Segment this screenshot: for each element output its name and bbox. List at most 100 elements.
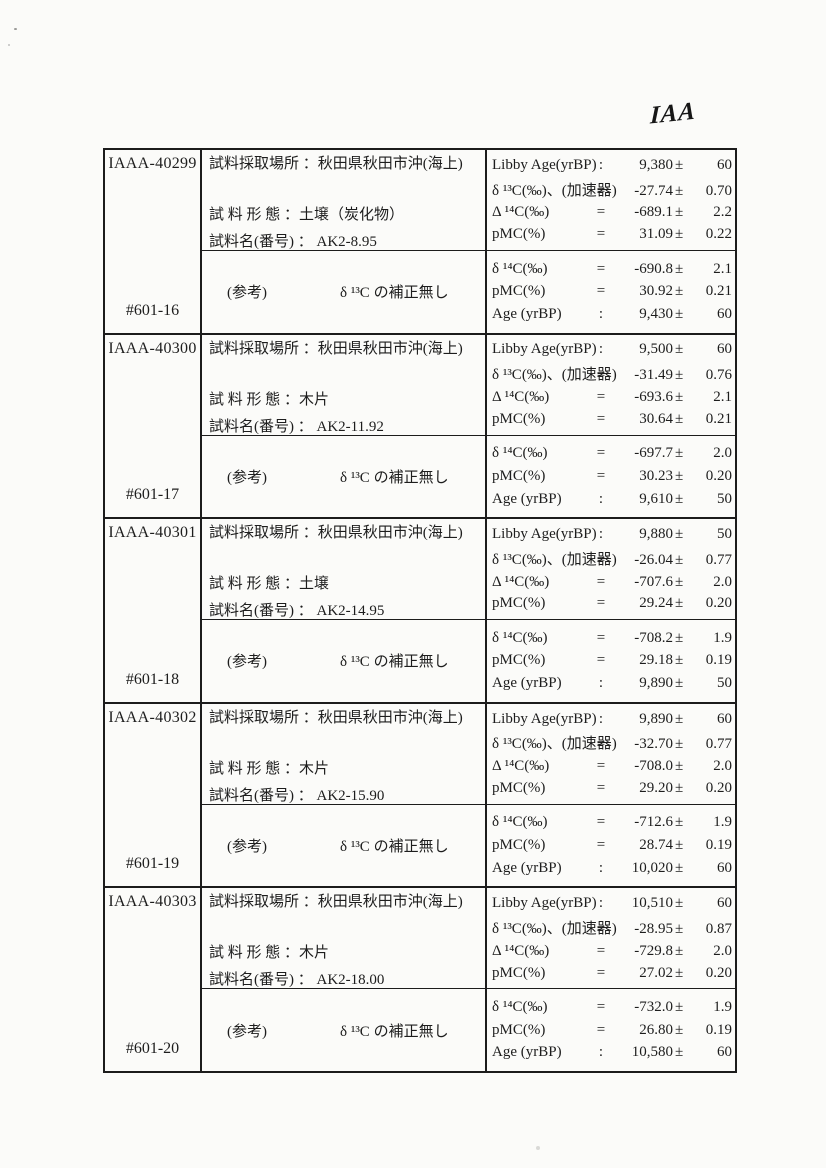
scan-speck — [14, 28, 17, 30]
measurement-error: 0.20 — [705, 595, 732, 612]
result-block: IAAA-40303 #601-20 試料採取場所 ：秋田県秋田市沖(海上) 試… — [105, 886, 735, 1071]
sample-name-line: 試料名(番号) ： AK2-14.95 — [209, 603, 385, 620]
measurement-label: Libby Age(yrBP) — [492, 895, 597, 912]
plus-minus-sign: ± — [675, 859, 684, 876]
measurement-row: Age (yrBP) : 10,580 ± 60 — [487, 1044, 735, 1061]
plus-minus-sign: ± — [675, 895, 684, 912]
measurement-row: δ ¹⁴C(‰) = -690.8 ± 2.1 — [487, 261, 735, 278]
sample-name-line: 試料名(番号) ： AK2-18.00 — [209, 972, 385, 989]
measurement-row: Libby Age(yrBP) : 9,500 ± 60 — [487, 341, 735, 358]
plus-minus-sign: ± — [675, 652, 684, 669]
sample-location-line: 試料採取場所 ：秋田県秋田市沖(海上) — [209, 894, 463, 911]
plus-minus-sign: ± — [675, 1044, 684, 1061]
measurement-label: Age (yrBP) — [492, 675, 562, 692]
measurement-separator: = — [596, 204, 606, 221]
measurement-value: -31.49 — [634, 367, 673, 384]
measurement-value: -27.74 — [634, 182, 673, 199]
measurement-separator: = — [596, 1021, 606, 1038]
reference-note: (参考) δ ¹³C の補正無し — [202, 251, 485, 333]
sample-name-line: 試料名(番号) ： AK2-8.95 — [209, 234, 377, 250]
measurement-row: δ ¹³C(‰)、(加速器) = -28.95 ± 0.87 — [487, 917, 735, 938]
lab-ref-number: #601-18 — [125, 670, 180, 688]
sample-info-column: 試料採取場所 ：秋田県秋田市沖(海上) 試 料 形 態 ：木片 試料名(番号) … — [202, 334, 487, 518]
measurement-label: Age (yrBP) — [492, 305, 562, 322]
plus-minus-sign: ± — [675, 779, 684, 796]
sample-name-line: 試料名(番号) ： AK2-15.90 — [209, 787, 385, 804]
measurement-label: Libby Age(yrBP) — [492, 341, 597, 358]
measurement-separator: : — [598, 341, 604, 358]
measurement-value: -712.6 — [634, 814, 673, 831]
scan-speck — [8, 44, 10, 46]
measurements-column: Libby Age(yrBP) : 9,500 ± 60 δ ¹³C(‰)、(加… — [487, 335, 735, 518]
measurement-value: 9,890 — [639, 710, 673, 727]
sample-info: 試料採取場所 ：秋田県秋田市沖(海上) 試 料 形 態 ：土壌 試料名(番号) … — [202, 519, 485, 621]
sample-id-column: IAAA-40299 #601-16 — [105, 150, 202, 333]
measurement-error: 2.0 — [713, 942, 732, 959]
sample-info-column: 試料採取場所 ：秋田県秋田市沖(海上) 試 料 形 態 ：木片 試料名(番号) … — [202, 703, 487, 887]
measurement-value: -697.7 — [634, 445, 673, 462]
measurement-error: 0.19 — [705, 1021, 732, 1038]
corrected-measurements: Libby Age(yrBP) : 9,500 ± 60 δ ¹³C(‰)、(加… — [487, 335, 735, 436]
measurement-label: δ ¹⁴C(‰) — [492, 445, 548, 462]
sample-id-column: IAAA-40302 #601-19 — [105, 703, 202, 887]
measurement-error: 1.9 — [713, 629, 732, 646]
plus-minus-sign: ± — [675, 182, 684, 199]
plus-minus-sign: ± — [675, 260, 684, 277]
measurement-error: 50 — [717, 675, 732, 692]
measurement-value: 29.18 — [639, 652, 673, 669]
measurement-value: -26.04 — [634, 551, 673, 568]
measurement-error: 2.0 — [713, 445, 732, 462]
uncorrected-measurements: δ ¹⁴C(‰) = -697.7 ± 2.0 pMC(%) = 30.23 ±… — [487, 436, 735, 518]
measurement-error: 0.21 — [705, 410, 732, 427]
measurement-separator: : — [598, 859, 604, 876]
lab-ref-number: #601-17 — [125, 486, 180, 504]
measurements-column: Libby Age(yrBP) : 9,380 ± 60 δ ¹³C(‰)、(加… — [487, 150, 735, 333]
measurement-value: 10,510 — [631, 895, 673, 912]
measurement-value: 29.24 — [639, 595, 673, 612]
measurement-value: 31.09 — [639, 226, 673, 243]
measurement-row: pMC(%) = 30.64 ± 0.21 — [487, 411, 735, 428]
measurement-label: δ ¹⁴C(‰) — [492, 814, 548, 831]
measurements-column: Libby Age(yrBP) : 9,890 ± 60 δ ¹³C(‰)、(加… — [487, 704, 735, 887]
sample-id: IAAA-40300 — [108, 339, 197, 357]
measurement-separator: = — [596, 551, 606, 568]
measurement-error: 60 — [717, 710, 732, 727]
measurement-value: 9,380 — [639, 156, 673, 173]
measurement-value: 9,890 — [639, 675, 673, 692]
measurement-row: Libby Age(yrBP) : 9,380 ± 60 — [487, 157, 735, 174]
plus-minus-sign: ± — [675, 814, 684, 831]
plus-minus-sign: ± — [675, 388, 684, 405]
plus-minus-sign: ± — [675, 283, 684, 300]
measurement-value: 10,020 — [631, 859, 673, 876]
measurement-error: 60 — [717, 305, 732, 322]
sample-location-line: 試料採取場所 ：秋田県秋田市沖(海上) — [209, 156, 463, 172]
reference-note: (参考) δ ¹³C の補正無し — [202, 620, 485, 702]
measurement-separator: = — [596, 779, 606, 796]
plus-minus-sign: ± — [675, 525, 684, 542]
measurement-value: 10,580 — [631, 1044, 673, 1061]
sample-id-column: IAAA-40303 #601-20 — [105, 888, 202, 1071]
plus-minus-sign: ± — [675, 942, 684, 959]
reference-note: (参考) δ ¹³C の補正無し — [202, 989, 485, 1071]
sample-info: 試料採取場所 ：秋田県秋田市沖(海上) 試 料 形 態 ：木片 試料名(番号) … — [202, 704, 485, 805]
measurement-error: 0.87 — [705, 920, 732, 937]
measurement-separator: = — [596, 595, 606, 612]
measurement-row: pMC(%) = 26.80 ± 0.19 — [487, 1022, 735, 1039]
measurement-error: 0.77 — [705, 551, 732, 568]
measurement-separator: : — [598, 525, 604, 542]
plus-minus-sign: ± — [675, 675, 684, 692]
measurement-separator: = — [596, 182, 606, 199]
lab-ref-number: #601-19 — [125, 855, 180, 873]
measurement-separator: = — [596, 445, 606, 462]
corrected-measurements: Libby Age(yrBP) : 9,380 ± 60 δ ¹³C(‰)、(加… — [487, 150, 735, 251]
measurement-separator: : — [598, 156, 604, 173]
lab-ref-number: #601-16 — [125, 301, 180, 319]
measurement-label: Libby Age(yrBP) — [492, 156, 597, 173]
measurement-separator: = — [596, 837, 606, 854]
measurement-row: δ ¹³C(‰)、(加速器) = -31.49 ± 0.76 — [487, 363, 735, 384]
measurement-error: 50 — [717, 490, 732, 507]
plus-minus-sign: ± — [675, 920, 684, 937]
measurement-label: Age (yrBP) — [492, 859, 562, 876]
measurement-label: δ ¹³C(‰)、(加速器) — [492, 551, 617, 568]
measurement-separator: = — [596, 999, 606, 1016]
